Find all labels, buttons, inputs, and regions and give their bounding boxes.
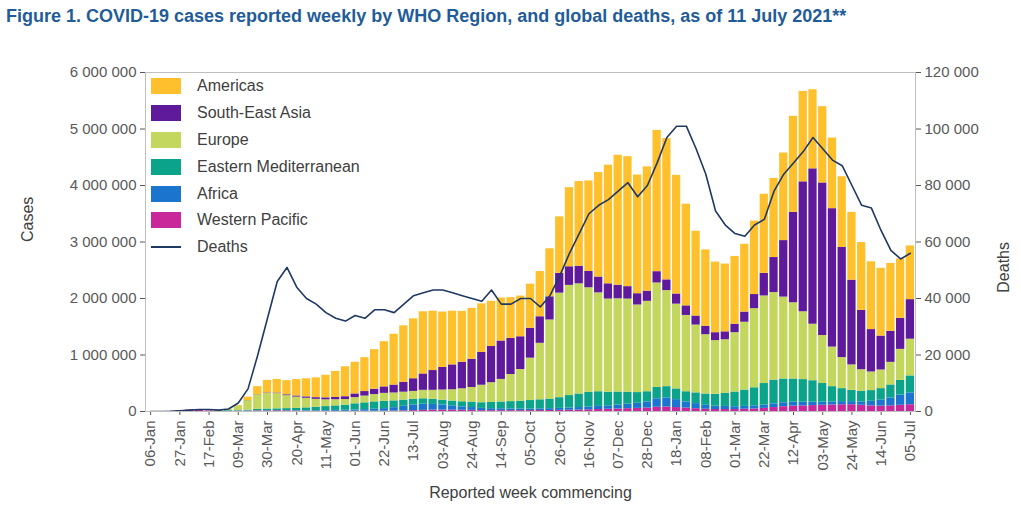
html-text:Figure 1. COVID-19 cases repor: Figure 1. COVID-19 cases reported weekly…: [6, 6, 847, 26]
svg-text:Cases: Cases: [19, 197, 36, 242]
svg-text:6 000 000: 6 000 000: [70, 63, 137, 80]
svg-text:4 000 000: 4 000 000: [70, 176, 137, 193]
svg-text:24-Aug: 24-Aug: [463, 421, 480, 469]
svg-text:03-May: 03-May: [814, 420, 831, 471]
svg-text:11-May: 11-May: [317, 420, 334, 469]
svg-text:40 000: 40 000: [925, 289, 971, 306]
svg-text:Reported week commencing: Reported week commencing: [429, 484, 632, 501]
html-text:Deaths: Deaths: [197, 238, 248, 256]
svg-text:13-Jul: 13-Jul: [404, 421, 421, 462]
svg-text:80 000: 80 000: [925, 176, 971, 193]
svg-text:0: 0: [925, 402, 933, 419]
svg-text:0: 0: [128, 402, 136, 419]
html-text:Eastern Mediterranean: Eastern Mediterranean: [197, 157, 360, 175]
svg-text:24-May: 24-May: [843, 420, 860, 471]
svg-text:Deaths: Deaths: [995, 242, 1012, 293]
svg-text:09-Mar: 09-Mar: [229, 420, 246, 468]
html-text:Africa: Africa: [197, 184, 238, 202]
svg-text:1 000 000: 1 000 000: [70, 346, 137, 363]
svg-text:18-Jan: 18-Jan: [667, 421, 684, 467]
svg-text:27-Jan: 27-Jan: [171, 421, 188, 467]
svg-text:28-Dec: 28-Dec: [638, 420, 655, 469]
svg-text:03-Aug: 03-Aug: [434, 421, 451, 469]
svg-text:07-Dec: 07-Dec: [609, 420, 626, 469]
html-text:Americas: Americas: [197, 77, 264, 95]
svg-text:30-Mar: 30-Mar: [258, 420, 275, 468]
svg-text:26-Oct: 26-Oct: [551, 420, 568, 466]
svg-text:3 000 000: 3 000 000: [70, 233, 137, 250]
svg-text:2 000 000: 2 000 000: [70, 289, 137, 306]
svg-text:22-Jun: 22-Jun: [375, 421, 392, 467]
svg-text:100 000: 100 000: [925, 120, 979, 137]
svg-text:01-Mar: 01-Mar: [726, 420, 743, 468]
svg-text:12-Apr: 12-Apr: [784, 421, 801, 466]
svg-text:05-Oct: 05-Oct: [521, 420, 538, 466]
svg-text:20 000: 20 000: [925, 346, 971, 363]
svg-text:14-Jun: 14-Jun: [872, 421, 889, 467]
svg-text:06-Jan: 06-Jan: [141, 421, 158, 467]
svg-text:22-Mar: 22-Mar: [755, 420, 772, 468]
svg-text:20-Apr: 20-Apr: [288, 421, 305, 466]
html-text:Western Pacific: Western Pacific: [197, 211, 308, 229]
svg-text:5 000 000: 5 000 000: [70, 120, 137, 137]
svg-text:05-Jul: 05-Jul: [901, 421, 918, 462]
html-text:South-East Asia: South-East Asia: [197, 104, 311, 122]
svg-text:120 000: 120 000: [925, 63, 979, 80]
svg-text:60 000: 60 000: [925, 233, 971, 250]
svg-text:08-Feb: 08-Feb: [697, 421, 714, 469]
svg-text:16-Nov: 16-Nov: [580, 420, 597, 469]
svg-text:14-Sep: 14-Sep: [492, 421, 509, 469]
html-text:Europe: Europe: [197, 131, 249, 148]
svg-text:01-Jun: 01-Jun: [346, 421, 363, 467]
svg-text:17-Feb: 17-Feb: [200, 421, 217, 469]
